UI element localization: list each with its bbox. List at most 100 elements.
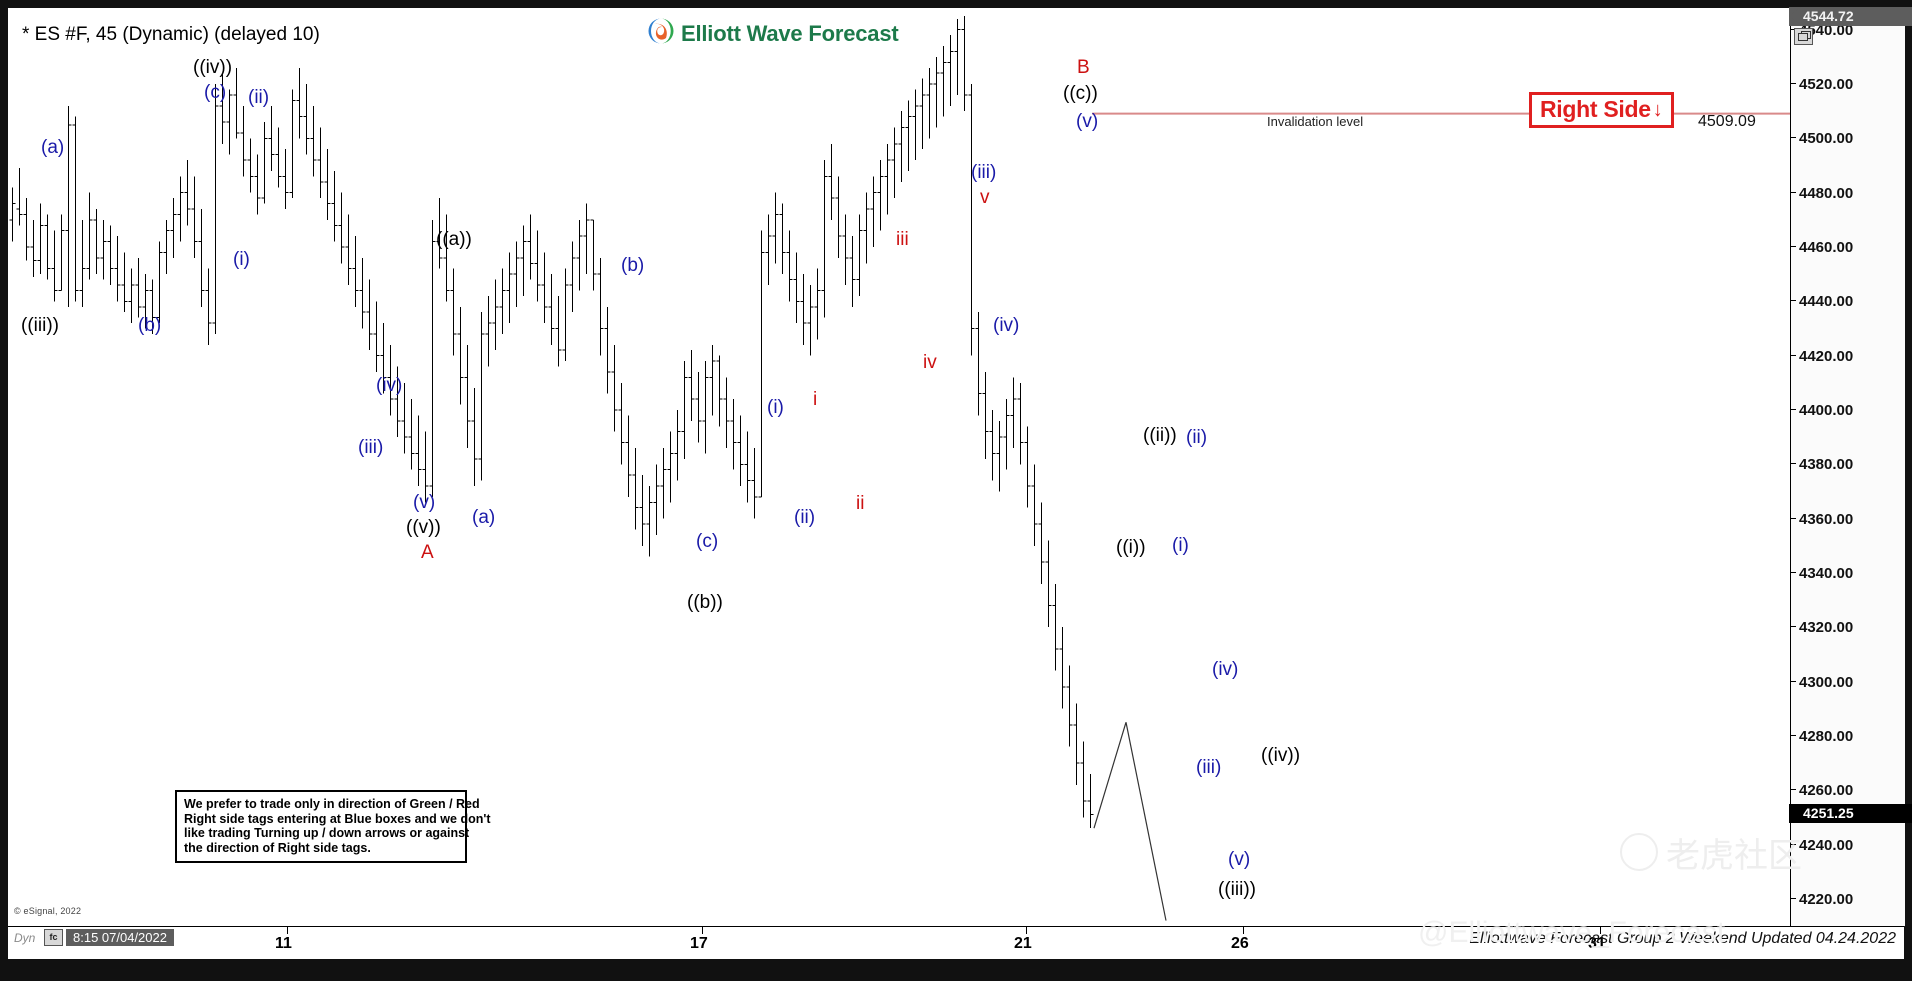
watermark-circle-icon: [1620, 833, 1658, 871]
wave-label: ((a)): [436, 229, 472, 250]
wave-label: (b): [138, 315, 162, 336]
wave-label: (i): [767, 397, 784, 418]
price-tick-mark: [1791, 137, 1796, 139]
invalidation-price: 4509.09: [1698, 113, 1756, 130]
price-tick: 4420.00: [1791, 347, 1905, 365]
wave-label: (iv): [376, 375, 403, 396]
price-tick-mark: [1791, 897, 1796, 899]
time-tick-mark: [1600, 927, 1601, 934]
wave-label: (ii): [1186, 427, 1208, 448]
wave-label: ((i)): [1116, 537, 1146, 558]
price-tick: 4240.00: [1791, 837, 1905, 854]
copyright-text: © eSignal, 2022: [14, 906, 82, 916]
wave-label: (ii): [248, 87, 270, 108]
price-tick-mark: [1791, 191, 1796, 193]
price-tick-label: 4380.00: [1799, 456, 1854, 474]
trading-notes-line: Right side tags entering at Blue boxes a…: [184, 811, 491, 826]
wave-label: (v): [413, 492, 436, 513]
time-tick-label: 17: [690, 935, 708, 952]
wave-label: ((iii)): [1218, 879, 1256, 900]
price-axis[interactable]: 4540.00 4520.00 4500.00 4480.00 4460.00 4440.…: [1789, 7, 1912, 926]
price-tick-mark: [1791, 843, 1796, 845]
trading-notes-line: We prefer to trade only in direction of …: [184, 797, 480, 811]
wave-label: B: [1077, 57, 1090, 78]
fc-icon[interactable]: fc: [44, 929, 63, 946]
last-price-flag: 4251.25: [1789, 804, 1912, 824]
wave-label: ((ii)): [1143, 425, 1177, 446]
invalidation-label: Invalidation level: [1267, 114, 1364, 129]
swirl-circle-icon: [648, 18, 674, 49]
price-tick: 4260.00: [1791, 782, 1905, 800]
price-tick-mark: [1791, 28, 1796, 30]
wave-label: (b): [621, 255, 645, 276]
price-tick-label: 4220.00: [1799, 890, 1854, 908]
symbol-title: * ES #F, 45 (Dynamic) (delayed 10): [22, 24, 320, 45]
price-tick-mark: [1791, 626, 1796, 628]
price-tick-label: 4520.00: [1799, 76, 1854, 94]
footer-note: Elliottwave Forecast Group 2 Weekend Upd…: [1469, 930, 1896, 947]
wave-label: (c): [696, 531, 719, 552]
price-tick-label: 4360.00: [1799, 510, 1854, 528]
high-price-flag-text: 4544.72: [1803, 8, 1854, 25]
flag-arrow-icon: [1789, 804, 1801, 823]
right-side-label: Right Side: [1540, 96, 1651, 122]
price-tick: 4480.00: [1791, 184, 1905, 202]
brand-logo-text: Elliott Wave Forecast: [681, 20, 899, 46]
price-tick-mark: [1791, 734, 1796, 736]
axis-expand-icon[interactable]: [1794, 28, 1813, 45]
wave-label: ((c)): [1063, 83, 1098, 104]
price-tick: 4340.00: [1791, 565, 1905, 582]
price-tick-mark: [1791, 246, 1796, 247]
time-axis[interactable]: 11 17 21 26 31: [8, 926, 1904, 959]
wave-label: A: [421, 542, 434, 563]
price-tick: 4380.00: [1791, 456, 1905, 474]
wave-label: ((iv)): [1261, 745, 1301, 766]
price-tick: 4220.00: [1791, 890, 1905, 908]
wave-label: ((iii)): [21, 315, 59, 336]
price-tick-mark: [1791, 463, 1796, 465]
wave-label: (iv): [1212, 659, 1239, 680]
wave-label: (a): [472, 507, 496, 528]
time-tick-mark: [287, 927, 288, 934]
price-tick: 4360.00: [1791, 510, 1905, 528]
price-tick-mark: [1791, 354, 1796, 356]
price-tick-label: 4260.00: [1799, 782, 1854, 800]
price-tick-mark: [1791, 789, 1796, 791]
wave-label: (iii): [1196, 757, 1222, 778]
price-plot[interactable]: ((iii)) (a) (b) ((iv)) (c) (ii) (i) (iv) (iii) (v…: [8, 8, 1790, 926]
price-tick: 4440.00: [1791, 293, 1905, 311]
down-arrow-icon: ↓: [1652, 98, 1663, 121]
watermark-handle: @Elliottwave_Forecast: [1418, 916, 1726, 949]
wave-label: ii: [856, 493, 865, 514]
time-tick-label: 26: [1231, 935, 1249, 952]
high-price-flag: 4544.72: [1789, 7, 1912, 27]
price-tick-label: 4400.00: [1799, 401, 1854, 419]
wave-label: ((b)): [687, 592, 723, 613]
price-series-svg: [9, 16, 1790, 921]
trading-notes-line: the direction of Right side tags.: [184, 840, 371, 855]
wave-label: (c): [204, 82, 227, 103]
price-tick: 4500.00: [1791, 130, 1905, 147]
watermark-cn-text: 老虎社区: [1666, 836, 1802, 876]
time-tick-label: 21: [1014, 935, 1032, 952]
wave-label: (i): [233, 249, 250, 270]
price-tick-label: 4420.00: [1799, 347, 1854, 365]
brand-logo: Elliott Wave Forecast: [648, 18, 899, 49]
wave-label: (v): [1228, 849, 1251, 870]
wave-label: (v): [1076, 111, 1099, 132]
time-tick-mark: [1243, 927, 1244, 934]
time-tick-mark: [1026, 927, 1027, 934]
price-tick: 4520.00: [1791, 76, 1905, 94]
price-tick-label: 4280.00: [1799, 727, 1854, 745]
watermark-cn: 老虎社区: [1620, 828, 1802, 877]
price-tick-label: 4480.00: [1799, 184, 1854, 202]
wave-label: (a): [41, 137, 65, 158]
wave-label: iii: [896, 229, 909, 250]
price-tick: 4280.00: [1791, 727, 1905, 745]
wave-label: iv: [923, 352, 937, 373]
price-tick-label: 4440.00: [1799, 293, 1854, 311]
trading-notes-line: like trading Turning up / down arrows or…: [184, 826, 470, 840]
chart-canvas[interactable]: ((iii)) (a) (b) ((iv)) (c) (ii) (i) (iv) (iii) (v…: [8, 7, 1912, 959]
price-tick: 4300.00: [1791, 674, 1905, 691]
